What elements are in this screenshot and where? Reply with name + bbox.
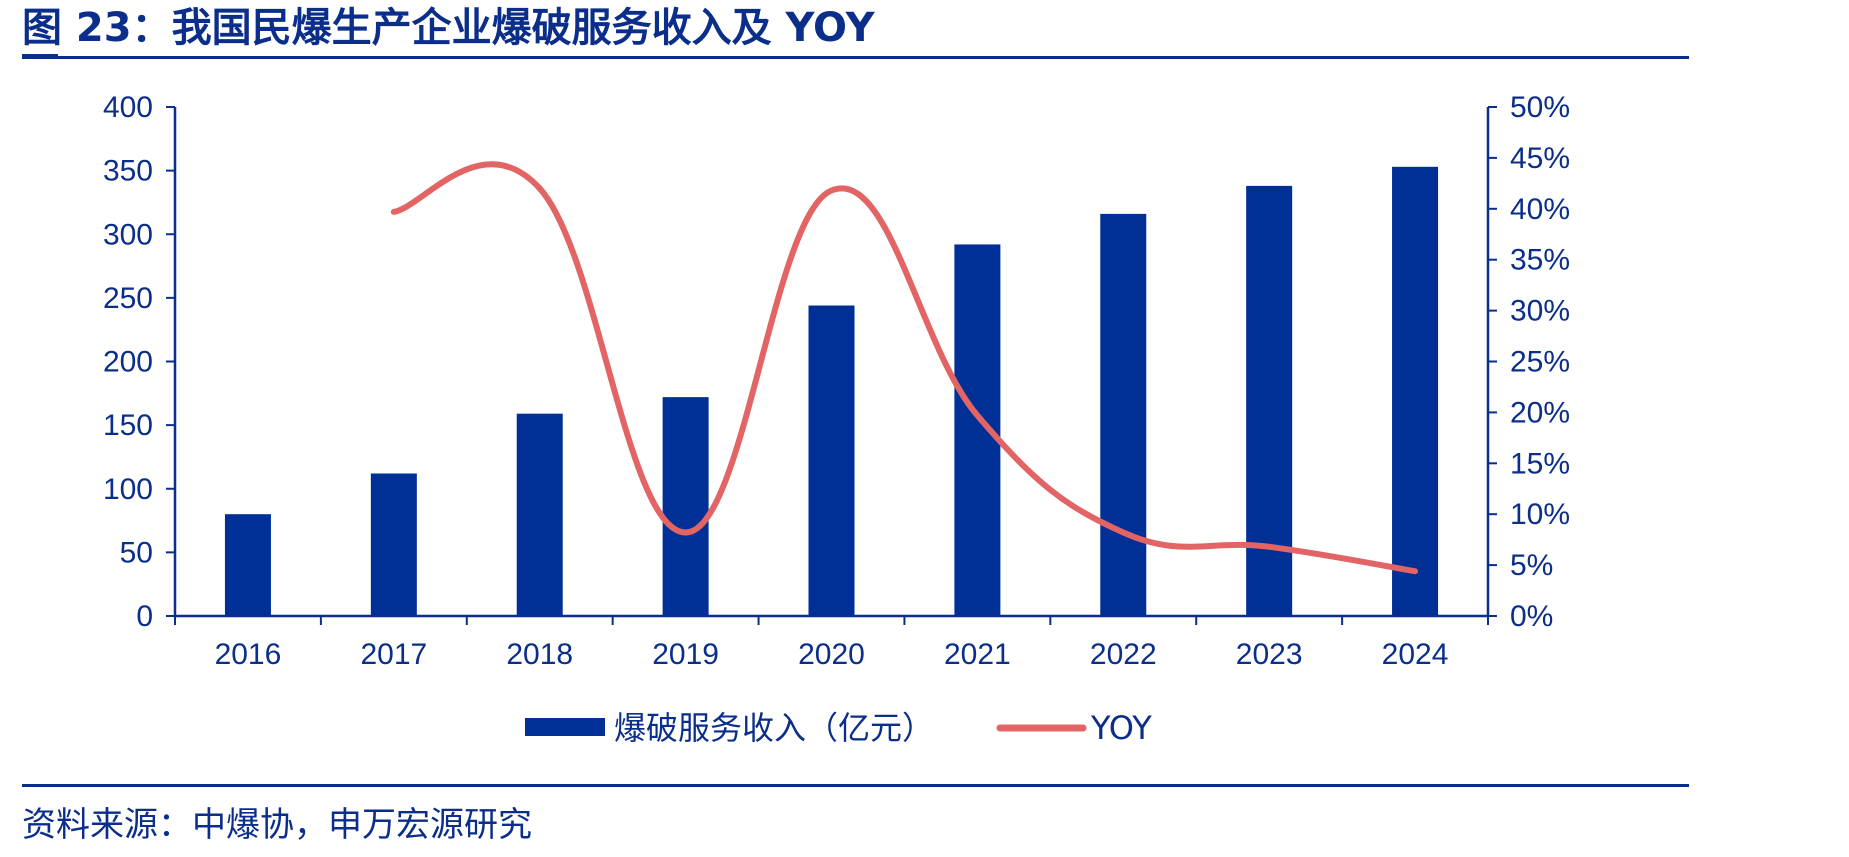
figure-title: 图 23：我国民爆生产企业爆破服务收入及 YOY [22, 5, 875, 51]
y-right-tick-label: 45% [1510, 142, 1570, 175]
y-right-tick-label: 30% [1510, 295, 1570, 328]
y-right-tick-label: 15% [1510, 447, 1570, 480]
y-left-tick-label: 100 [103, 473, 153, 506]
y-right-tick-label: 0% [1510, 600, 1553, 633]
legend-swatch-bar [525, 718, 605, 736]
x-tick-label: 2016 [215, 638, 282, 671]
y-left-tick-label: 50 [120, 536, 153, 569]
y-left-tick-label: 400 [103, 91, 153, 124]
x-tick-label: 2021 [944, 638, 1011, 671]
x-tick-label: 2017 [360, 638, 427, 671]
source-note: 资料来源：中爆协，申万宏源研究 [22, 805, 532, 845]
y-left-tick-label: 0 [136, 600, 153, 633]
footer-rule [22, 784, 1689, 787]
x-tick-label: 2018 [506, 638, 573, 671]
y-right-tick-label: 40% [1510, 193, 1570, 226]
legend-label-line: YOY [1090, 709, 1152, 747]
legend-label-bar: 爆破服务收入（亿元） [614, 709, 934, 747]
x-tick-label: 2020 [798, 638, 865, 671]
yoy-line [390, 161, 1419, 575]
combo-chart: 0 50 100 150 200 250 300 350 400 0% 5% 10% 15% 20% 25%… [103, 91, 1570, 747]
y-right-tick-label: 5% [1510, 549, 1553, 582]
y-left-tick-label: 350 [103, 155, 153, 188]
bar-2017 [370, 473, 417, 616]
bar-2016 [224, 514, 271, 616]
y-right-tick-label: 25% [1510, 346, 1570, 379]
y-left-tick-label: 250 [103, 282, 153, 315]
bar-2020 [808, 305, 855, 616]
y-left-tick-label: 150 [103, 409, 153, 442]
y-left-tick-label: 200 [103, 346, 153, 379]
y-right-tick-label: 20% [1510, 396, 1570, 429]
y-right-tick-label: 10% [1510, 498, 1570, 531]
x-tick-label: 2023 [1236, 638, 1303, 671]
y-left-tick-label: 300 [103, 218, 153, 251]
bar-2018 [516, 413, 563, 616]
y-right-tick-label: 50% [1510, 91, 1570, 124]
x-tick-label: 2022 [1090, 638, 1157, 671]
title-rule [22, 56, 1689, 59]
x-tick-label: 2019 [652, 638, 719, 671]
bar-2019 [662, 397, 709, 616]
bar-2022 [1100, 213, 1147, 616]
y-right-tick-label: 35% [1510, 244, 1570, 277]
x-tick-label: 2024 [1382, 638, 1449, 671]
bar-2024 [1392, 166, 1439, 616]
